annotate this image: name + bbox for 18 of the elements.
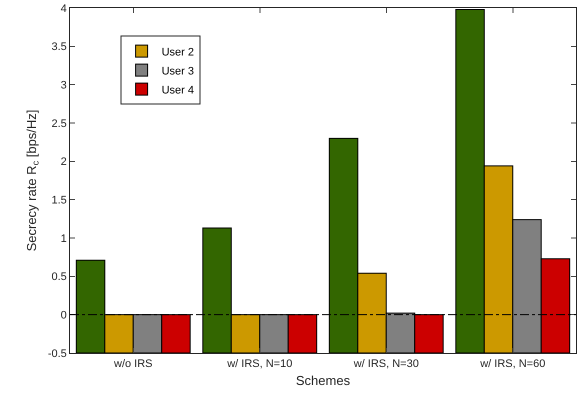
y-tick-label: 0.5: [52, 271, 67, 284]
legend-label: User 2: [162, 46, 194, 58]
x-tick-label: w/ IRS, N=30: [352, 358, 419, 370]
x-axis-title: Schemes: [296, 372, 351, 388]
y-tick-label: -0.5: [48, 348, 67, 360]
y-tick-label: 4: [60, 2, 67, 15]
legend-label: User 4: [162, 84, 194, 96]
y-tick-label: 3: [60, 80, 67, 92]
y-tick-label: 0: [60, 310, 67, 322]
x-tick-label: w/ IRS, N=10: [226, 358, 292, 370]
y-tick-label: 2: [60, 156, 67, 168]
y-tick-label: 3.5: [52, 41, 67, 54]
y-tick-label: 1.5: [52, 194, 67, 207]
legend-label: User 3: [162, 65, 194, 78]
x-tick-label: w/o IRS: [112, 358, 153, 370]
y-tick-label: 2.5: [52, 118, 67, 130]
y-tick-label: 1: [60, 232, 67, 245]
x-tick-label: w/ IRS, N=60: [479, 358, 546, 370]
